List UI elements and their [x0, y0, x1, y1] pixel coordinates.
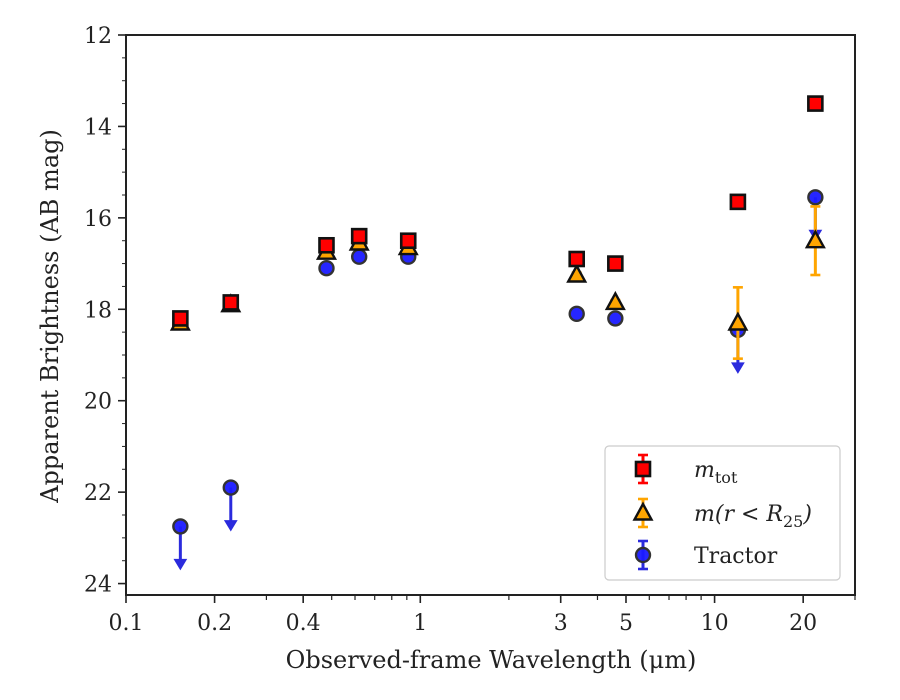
tot-point	[729, 193, 747, 211]
tot-point	[172, 310, 189, 327]
series-r25	[169, 205, 826, 360]
tractor-point	[568, 305, 585, 323]
tot-point	[318, 236, 335, 254]
x-tick-label: 5	[619, 611, 633, 636]
tractor-point	[350, 248, 368, 265]
y-tick-label: 14	[84, 115, 112, 140]
tractor-point	[318, 259, 335, 277]
tot-point	[350, 227, 368, 245]
x-axis: 0.1 0.2 0.4 1 3 5 10 20	[109, 595, 856, 636]
x-tick-label: 3	[554, 611, 568, 636]
tractor-limit-arrow-head	[173, 558, 188, 571]
r25-point	[566, 263, 588, 283]
y-axis-label: Apparent Brightness (AB mag)	[36, 129, 64, 504]
y-tick-label: 22	[84, 481, 112, 506]
legend-tractor-label: Tractor	[694, 544, 778, 569]
tot-point	[399, 232, 417, 250]
x-tick-label: 10	[701, 611, 729, 636]
tot-point	[222, 294, 240, 311]
tractor-point	[607, 310, 624, 327]
tot-point	[807, 95, 824, 112]
tractor-limit-arrow-head	[223, 520, 238, 532]
x-tick-label: 20	[789, 611, 817, 636]
data-marks	[169, 95, 826, 571]
legend-r25-marker	[632, 501, 654, 521]
legend-tot-label: mtot	[694, 458, 738, 487]
r25-point	[604, 290, 626, 311]
x-tick-label: 0.2	[197, 611, 232, 636]
tot-point	[568, 250, 586, 268]
tractor-point	[807, 189, 824, 206]
x-tick-label: 0.1	[109, 611, 144, 636]
legend-box	[604, 445, 841, 581]
legend-tractor-marker	[634, 546, 652, 564]
y-axis: 12 14 16 18 20 22 24	[84, 24, 126, 598]
y-tick-label: 12	[84, 24, 112, 49]
tractor-point	[222, 479, 239, 496]
x-tick-label: 1	[413, 611, 427, 636]
legend: mtot m(r < R25) Tractor	[604, 445, 841, 581]
tot-point	[607, 255, 624, 272]
r25-point	[804, 229, 826, 249]
y-tick-label: 18	[84, 298, 112, 323]
tractor-point	[172, 518, 189, 535]
tractor-limit-arrow-head	[731, 362, 745, 374]
y-tick-label: 16	[84, 207, 112, 232]
x-tick-label: 0.4	[286, 611, 321, 636]
legend-tot-marker	[634, 460, 652, 478]
r25-point	[727, 311, 749, 331]
y-tick-label: 24	[84, 573, 112, 598]
legend-r25-label: m(r < R25)	[694, 502, 812, 531]
y-tick-label: 20	[84, 390, 112, 415]
series-tot	[172, 95, 824, 327]
x-axis-label: Observed-frame Wavelength (μm)	[286, 646, 697, 674]
